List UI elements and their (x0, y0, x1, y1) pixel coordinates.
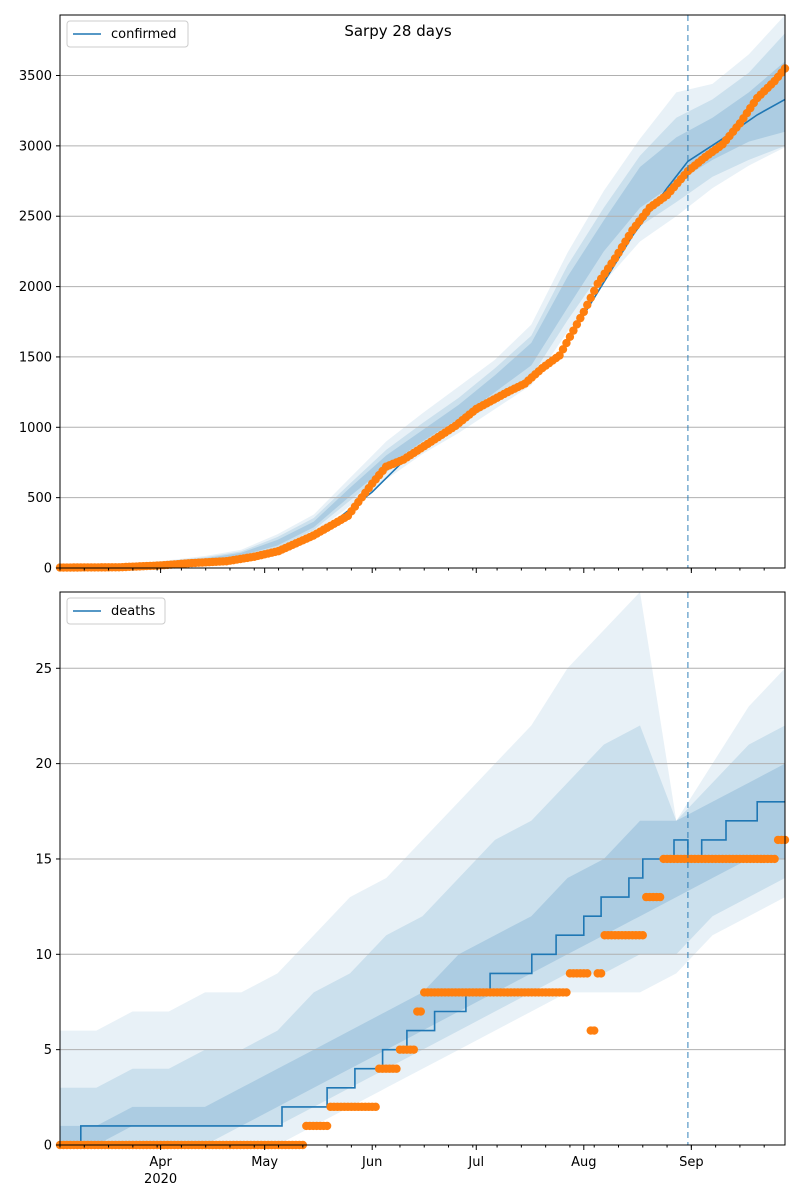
observed-point (562, 988, 571, 997)
chart-title: Sarpy 28 days (344, 22, 451, 40)
observed-point (770, 854, 779, 864)
x-tick-label: Jun (361, 1155, 382, 1170)
observed-point (371, 1102, 380, 1112)
x-tick-year-label: 2020 (144, 1172, 177, 1187)
observed-point (565, 332, 575, 342)
confirmed-panel: 0 500 1000 1500 2000 2500 3000 3500 Sarpy 28 da… (19, 14, 790, 577)
legend-label-confirmed: confirmed (111, 27, 177, 42)
y-tick-label: 3000 (19, 139, 52, 154)
confirmed-legend: confirmed (66, 20, 189, 48)
y-tick-label: 1500 (19, 350, 52, 365)
x-tick-label: May (251, 1155, 278, 1170)
observed-point (579, 307, 589, 317)
observed-point (583, 969, 592, 978)
observed-point (322, 1121, 332, 1131)
x-tick-label: Sep (679, 1155, 704, 1170)
y-tick-label: 5 (44, 1043, 52, 1058)
observed-point (558, 345, 568, 354)
confirmed-gridlines (60, 75, 785, 569)
observed-point (569, 326, 578, 335)
observed-point (583, 300, 592, 310)
y-tick-label: 0 (44, 1139, 52, 1154)
y-tick-label: 25 (35, 662, 52, 677)
observed-point (576, 313, 585, 323)
y-tick-label: 500 (27, 491, 52, 506)
y-tick-label: 1000 (19, 421, 52, 436)
observed-point (596, 969, 606, 978)
deaths-y-axis: 0 5 10 15 20 25 (35, 662, 60, 1154)
deaths-panel: 0 5 10 15 20 25 Apr 2020 May Jun Jul Aug Sep deaths (35, 591, 790, 1187)
x-tick-label: Aug (571, 1155, 596, 1170)
deaths-x-axis: Apr 2020 May Jun Jul Aug Sep (59, 1145, 765, 1187)
observed-point (590, 1026, 599, 1035)
deaths-legend: deaths (66, 597, 166, 625)
observed-point (572, 320, 582, 329)
observed-point (416, 1007, 425, 1016)
observed-point (586, 293, 595, 303)
observed-point (638, 931, 647, 940)
deaths-observed-points (55, 835, 790, 1150)
legend-box (66, 597, 166, 625)
x-tick-label: Jul (467, 1155, 484, 1170)
confirmed-axes-frame (59, 14, 786, 569)
y-tick-label: 15 (35, 852, 52, 867)
confirmed-y-axis: 0 500 1000 1500 2000 2500 3000 3500 (19, 69, 60, 577)
legend-box (66, 20, 189, 48)
observed-point (562, 338, 571, 348)
y-tick-label: 3500 (19, 69, 52, 84)
y-tick-label: 10 (35, 948, 52, 963)
deaths-axes-frame (59, 591, 786, 1146)
confirmed-x-axis (59, 568, 765, 573)
observed-point (655, 892, 665, 902)
observed-point (409, 1045, 419, 1054)
deaths-uncertainty-bands (60, 592, 785, 1145)
y-tick-label: 0 (44, 562, 52, 577)
observed-point (392, 1064, 401, 1073)
uncertainty-band-2 (60, 725, 785, 1145)
x-tick-label: Apr (149, 1155, 172, 1170)
y-tick-label: 20 (35, 757, 52, 772)
uncertainty-band-1 (60, 592, 785, 1145)
confirmed-uncertainty-bands (60, 15, 785, 569)
uncertainty-band-1 (60, 15, 785, 568)
y-tick-label: 2000 (19, 280, 52, 295)
legend-label-deaths: deaths (111, 604, 156, 619)
observed-point (590, 286, 599, 295)
observed-point (555, 351, 564, 360)
y-tick-label: 2500 (19, 210, 52, 225)
